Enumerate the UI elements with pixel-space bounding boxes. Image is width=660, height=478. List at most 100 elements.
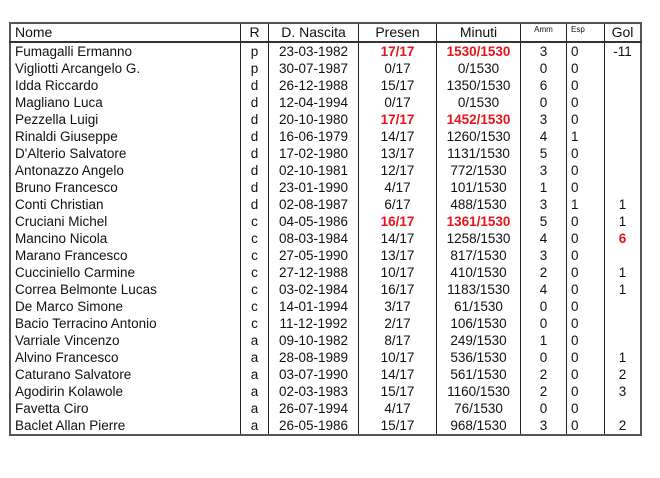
cell-gol [604, 128, 641, 145]
cell-presen: 14/17 [358, 128, 437, 145]
cell-nascita: 26-05-1986 [268, 417, 359, 436]
cell-nascita: 17-02-1980 [268, 145, 359, 162]
header-espulsioni: Esp [566, 23, 605, 43]
cell-minuti: 106/1530 [436, 315, 521, 332]
cell-nome: Marano Francesco [9, 247, 241, 264]
cell-esp: 0 [566, 111, 605, 128]
cell-gol: 1 [604, 349, 641, 366]
cell-amm: 2 [520, 383, 567, 400]
cell-gol: 1 [604, 196, 641, 213]
cell-amm: 0 [520, 315, 567, 332]
table-row: Agodirin Kolawole a 02-03-1983 15/17 1160/15… [9, 383, 641, 400]
cell-gol: 2 [604, 366, 641, 383]
cell-amm: 4 [520, 128, 567, 145]
cell-nome: Magliano Luca [9, 94, 241, 111]
cell-presen: 16/17 [358, 213, 437, 230]
cell-esp: 0 [566, 230, 605, 247]
table-row: Favetta Ciro a 26-07-1994 4/17 76/1530 0 0 [9, 400, 641, 417]
cell-minuti: 1183/1530 [436, 281, 521, 298]
cell-amm: 0 [520, 298, 567, 315]
cell-esp: 0 [566, 349, 605, 366]
cell-esp: 0 [566, 247, 605, 264]
cell-r: c [240, 213, 269, 230]
header-row: Nome R D. Nascita Presen Minuti Amm Esp … [9, 23, 641, 43]
cell-nome: Pezzella Luigi [9, 111, 241, 128]
cell-nome: Antonazzo Angelo [9, 162, 241, 179]
cell-minuti: 101/1530 [436, 179, 521, 196]
cell-minuti: 488/1530 [436, 196, 521, 213]
cell-presen: 17/17 [358, 111, 437, 128]
cell-minuti: 1131/1530 [436, 145, 521, 162]
cell-r: a [240, 383, 269, 400]
cell-amm: 3 [520, 196, 567, 213]
cell-presen: 0/17 [358, 60, 437, 77]
cell-r: c [240, 298, 269, 315]
cell-nome: Agodirin Kolawole [9, 383, 241, 400]
player-stats-table: Nome R D. Nascita Presen Minuti Amm Esp … [9, 22, 642, 436]
cell-gol: -11 [604, 42, 641, 60]
cell-esp: 0 [566, 162, 605, 179]
cell-amm: 1 [520, 332, 567, 349]
cell-amm: 3 [520, 247, 567, 264]
cell-nome: De Marco Simone [9, 298, 241, 315]
cell-r: d [240, 196, 269, 213]
cell-r: d [240, 111, 269, 128]
cell-minuti: 817/1530 [436, 247, 521, 264]
cell-minuti: 1350/1530 [436, 77, 521, 94]
cell-amm: 6 [520, 77, 567, 94]
cell-esp: 1 [566, 196, 605, 213]
cell-gol [604, 298, 641, 315]
cell-r: a [240, 366, 269, 383]
cell-presen: 15/17 [358, 417, 437, 436]
cell-presen: 14/17 [358, 366, 437, 383]
cell-minuti: 968/1530 [436, 417, 521, 436]
cell-r: c [240, 230, 269, 247]
cell-r: a [240, 400, 269, 417]
cell-nome: Alvino Francesco [9, 349, 241, 366]
header-ruolo: R [240, 23, 269, 43]
cell-gol: 1 [604, 281, 641, 298]
cell-amm: 5 [520, 213, 567, 230]
cell-r: a [240, 349, 269, 366]
cell-nascita: 02-08-1987 [268, 196, 359, 213]
table-row: Caturano Salvatore a 03-07-1990 14/17 561/15… [9, 366, 641, 383]
cell-presen: 12/17 [358, 162, 437, 179]
cell-presen: 13/17 [358, 145, 437, 162]
cell-gol [604, 400, 641, 417]
cell-r: c [240, 315, 269, 332]
cell-nascita: 26-12-1988 [268, 77, 359, 94]
cell-r: d [240, 162, 269, 179]
cell-esp: 0 [566, 264, 605, 281]
cell-minuti: 1260/1530 [436, 128, 521, 145]
table-row: Bruno Francesco d 23-01-1990 4/17 101/1530 1 0 [9, 179, 641, 196]
cell-minuti: 61/1530 [436, 298, 521, 315]
table-row: Vigliotti Arcangelo G. p 30-07-1987 0/17 0/1… [9, 60, 641, 77]
cell-esp: 0 [566, 315, 605, 332]
table-row: Bacio Terracino Antonio c 11-12-1992 2/17 10… [9, 315, 641, 332]
cell-esp: 0 [566, 417, 605, 436]
cell-nascita: 11-12-1992 [268, 315, 359, 332]
cell-r: a [240, 417, 269, 436]
cell-nascita: 02-03-1983 [268, 383, 359, 400]
header-minuti: Minuti [436, 23, 521, 43]
cell-presen: 6/17 [358, 196, 437, 213]
cell-esp: 0 [566, 298, 605, 315]
cell-r: c [240, 247, 269, 264]
cell-amm: 0 [520, 400, 567, 417]
cell-presen: 4/17 [358, 400, 437, 417]
cell-presen: 17/17 [358, 42, 437, 60]
cell-nome: Cucciniello Carmine [9, 264, 241, 281]
cell-minuti: 772/1530 [436, 162, 521, 179]
cell-presen: 8/17 [358, 332, 437, 349]
cell-r: d [240, 94, 269, 111]
cell-esp: 0 [566, 42, 605, 60]
cell-nascita: 09-10-1982 [268, 332, 359, 349]
cell-minuti: 561/1530 [436, 366, 521, 383]
cell-amm: 3 [520, 417, 567, 436]
cell-presen: 4/17 [358, 179, 437, 196]
cell-minuti: 0/1530 [436, 94, 521, 111]
cell-amm: 4 [520, 281, 567, 298]
table-row: Fumagalli Ermanno p 23-03-1982 17/17 1530/15… [9, 42, 641, 60]
cell-esp: 0 [566, 60, 605, 77]
cell-nascita: 23-01-1990 [268, 179, 359, 196]
